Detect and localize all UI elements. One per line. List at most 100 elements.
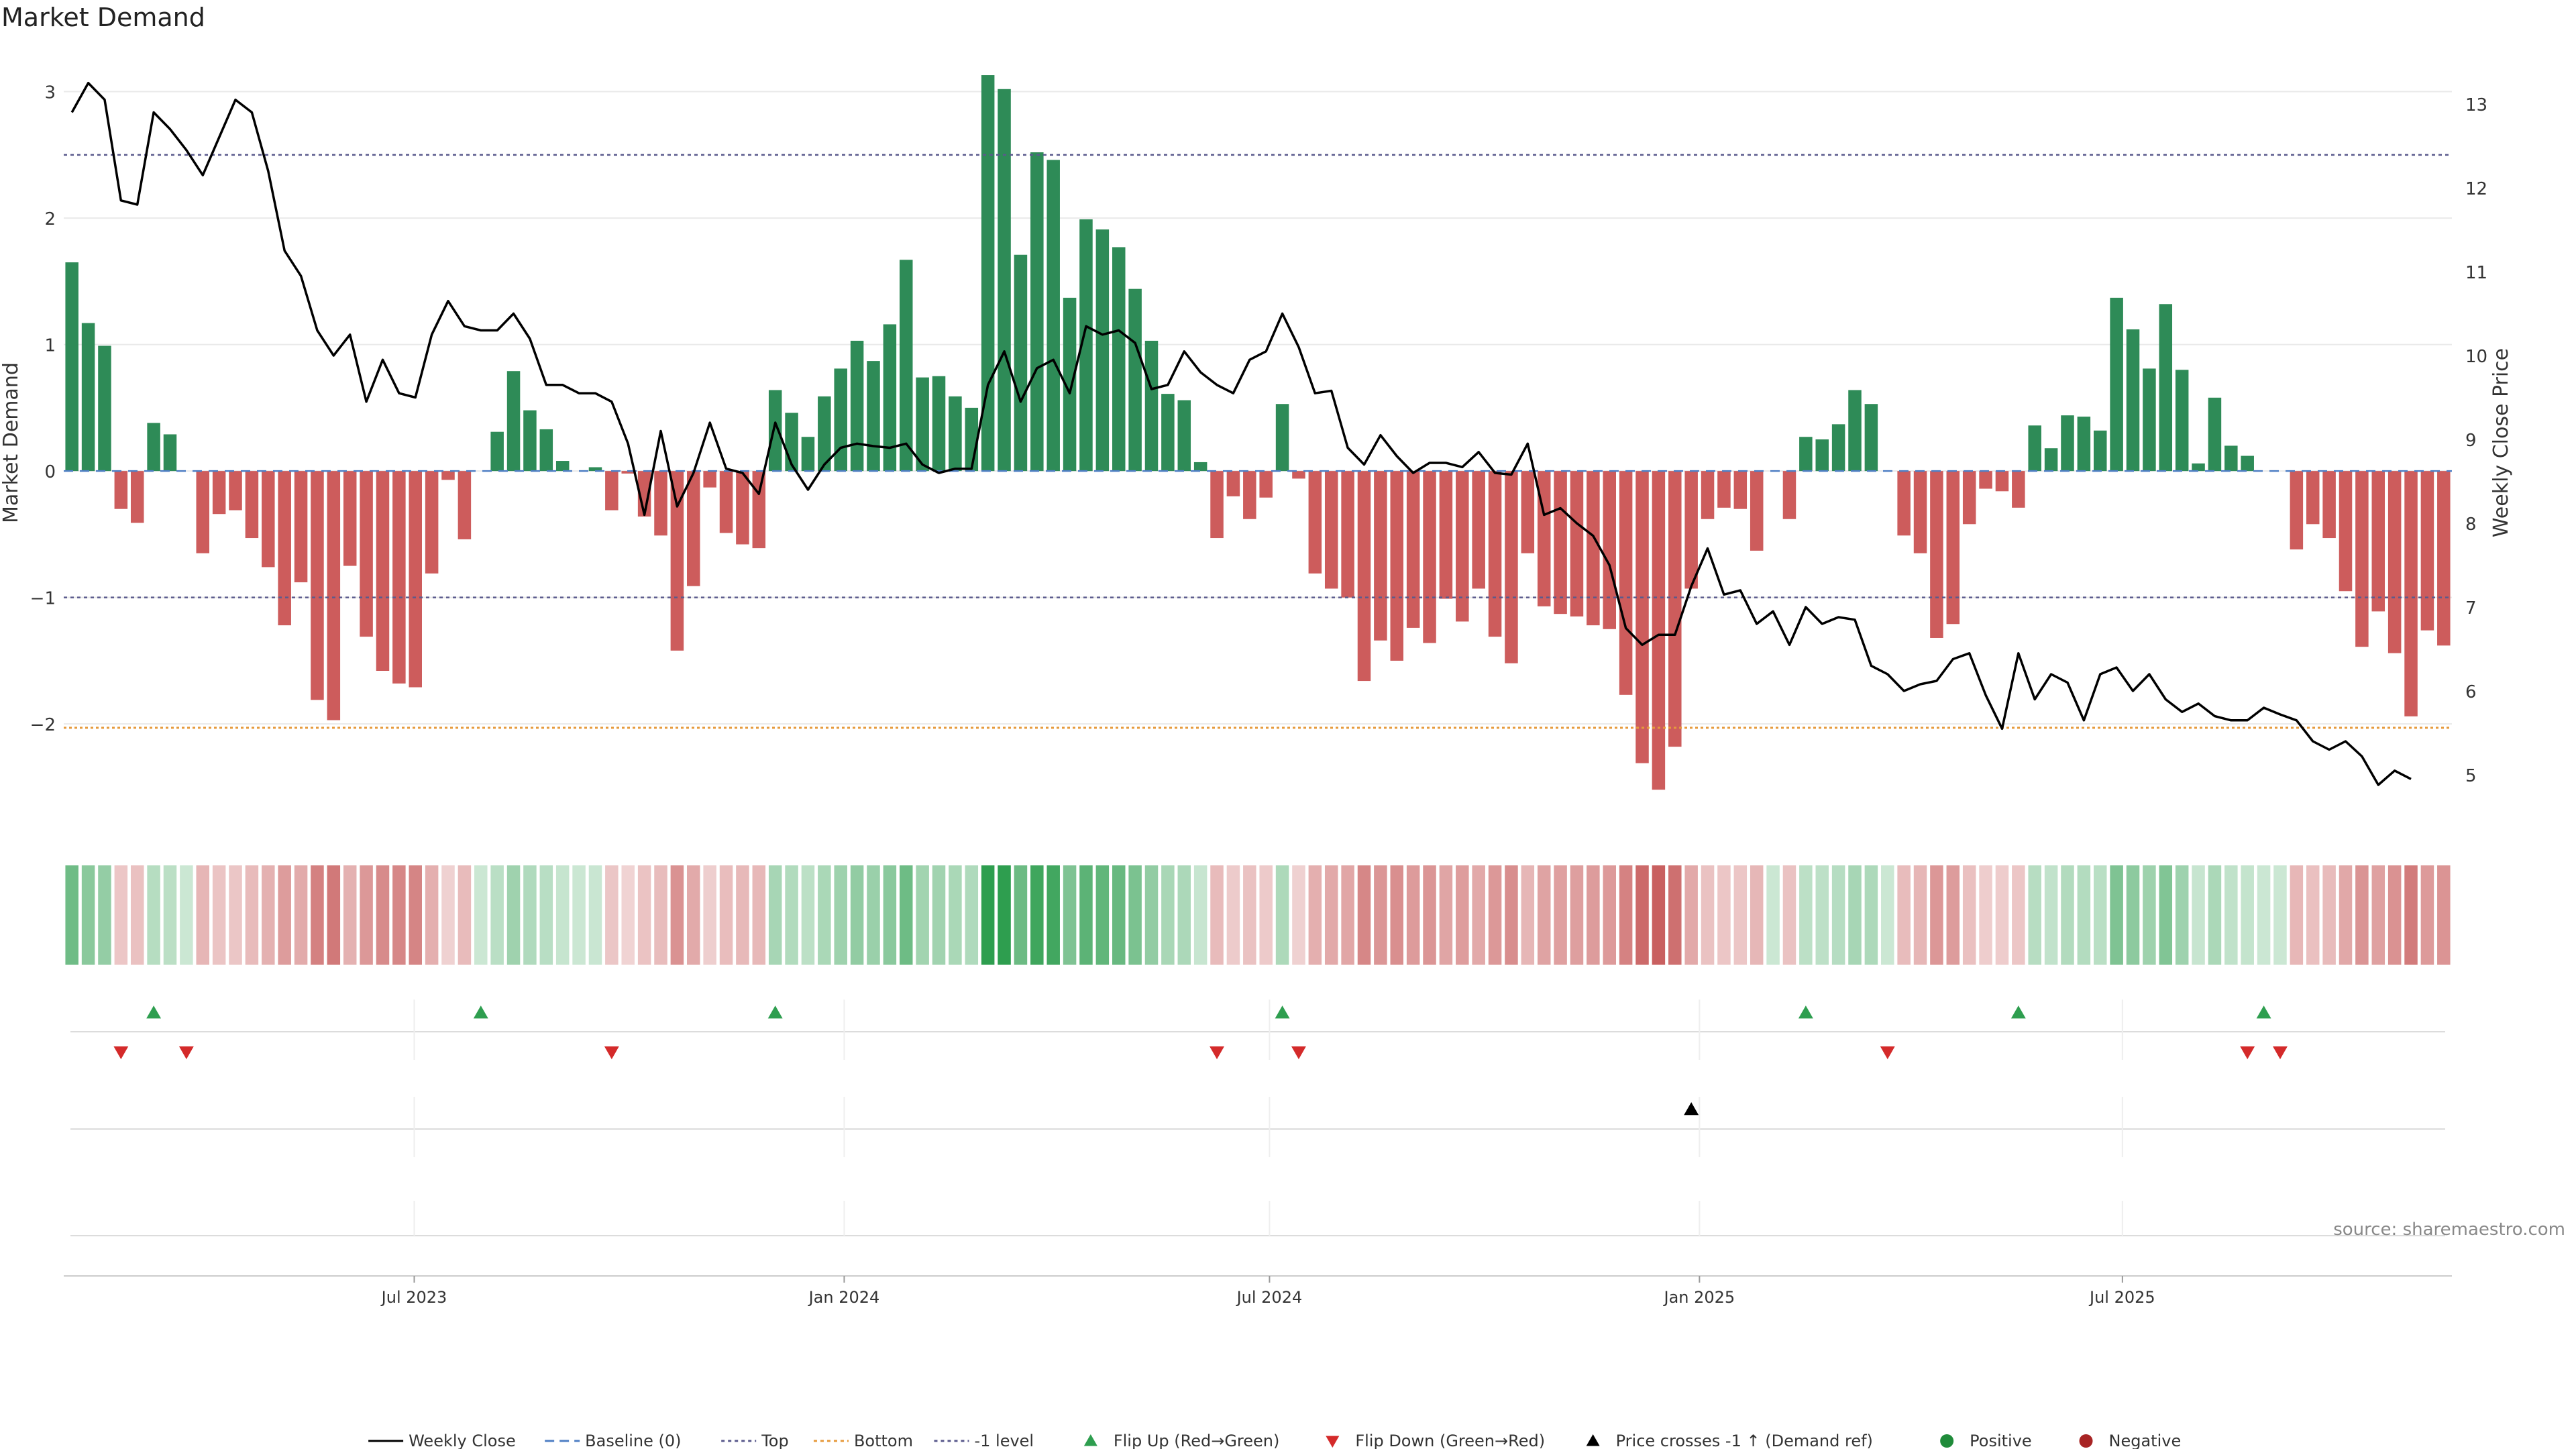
- demand-bar: [114, 471, 128, 509]
- heat-cell: [376, 865, 390, 965]
- heat-cell: [327, 865, 341, 965]
- heat-cell: [900, 865, 913, 965]
- demand-bar: [883, 324, 897, 472]
- heat-cell: [1406, 865, 1420, 965]
- demand-bar: [1995, 471, 2009, 492]
- heat-cell: [2371, 865, 2385, 965]
- heat-cell: [1193, 865, 1208, 965]
- demand-bar: [687, 471, 700, 586]
- heat-cell: [703, 865, 716, 965]
- demand-bar: [1374, 471, 1387, 641]
- legend-symbol: [1586, 1434, 1600, 1446]
- heat-cell: [114, 865, 128, 965]
- chart-title: Market Demand: [1, 3, 205, 32]
- y2-tick-label: 8: [2465, 515, 2477, 535]
- demand-bar: [1259, 471, 1273, 498]
- demand-bar: [343, 471, 357, 566]
- legend-item: Price crosses -1 ↑ (Demand ref): [1586, 1432, 1873, 1449]
- heat-cell: [180, 865, 193, 965]
- heat-cell: [1374, 865, 1387, 965]
- y-axis-label: Market Demand: [0, 362, 23, 523]
- flip-up-marker: [146, 1006, 162, 1019]
- demand-bar: [2290, 471, 2304, 550]
- heat-cell: [736, 865, 749, 965]
- demand-bar: [1831, 424, 1845, 472]
- heat-cell: [163, 865, 177, 965]
- demand-bar: [1603, 471, 1616, 629]
- demand-bar: [147, 423, 160, 472]
- demand-bar: [1439, 471, 1453, 599]
- flip-up-marker: [2010, 1006, 2026, 1019]
- demand-bar: [1864, 404, 1878, 472]
- heat-cell: [262, 865, 275, 965]
- demand-bar: [1014, 254, 1028, 472]
- demand-bar: [2126, 329, 2140, 472]
- y-tick-label: −1: [30, 589, 56, 609]
- heat-cell: [1701, 865, 1715, 965]
- heat-cell: [1684, 865, 1698, 965]
- demand-bar: [1079, 219, 1093, 472]
- demand-bar: [506, 371, 521, 472]
- price-line: [70, 81, 2412, 786]
- y2-tick-label: 5: [2465, 766, 2477, 786]
- legend-label: Weekly Close: [409, 1432, 516, 1449]
- y-tick-label: 3: [44, 83, 56, 103]
- demand-bar: [1488, 471, 1502, 637]
- demand-bar: [1193, 462, 1208, 472]
- legend-label: Bottom: [854, 1432, 913, 1449]
- heat-cell: [1505, 865, 1518, 965]
- demand-bar: [2339, 471, 2353, 592]
- demand-bar: [719, 471, 733, 533]
- legend-label: -1 level: [974, 1432, 1034, 1449]
- x-tick-label: Jan 2025: [1663, 1288, 1735, 1307]
- heat-cell: [409, 865, 422, 965]
- y-tick-label: −2: [30, 715, 56, 735]
- heat-cell: [311, 865, 324, 965]
- heat-cell: [2355, 865, 2369, 965]
- heat-cell: [1456, 865, 1469, 965]
- demand-bar: [1554, 471, 1567, 614]
- heat-cell: [229, 865, 242, 965]
- heat-cell: [1030, 865, 1044, 965]
- heat-cell: [654, 865, 667, 965]
- heat-cell: [1831, 865, 1845, 965]
- demand-bar: [1226, 471, 1240, 496]
- heat-cell: [1652, 865, 1666, 965]
- demand-bar: [867, 361, 880, 472]
- heat-cell: [768, 865, 782, 965]
- heat-cell: [2339, 865, 2353, 965]
- demand-bar: [768, 390, 782, 472]
- y-tick-label: 1: [44, 336, 56, 356]
- heat-cell: [1995, 865, 2009, 965]
- demand-bar: [1684, 471, 1698, 589]
- demand-bar: [1341, 471, 1354, 598]
- heat-cell: [1930, 865, 1943, 965]
- demand-bar: [1308, 471, 1322, 574]
- heat-cell: [523, 865, 537, 965]
- y2-tick-label: 12: [2465, 179, 2487, 199]
- flip-down-marker: [1291, 1046, 1306, 1059]
- heat-cell: [981, 865, 995, 965]
- source-note: source: sharemaestro.com: [2333, 1220, 2565, 1240]
- demand-bars: [65, 75, 2451, 790]
- demand-bar: [1177, 400, 1191, 472]
- heat-cell: [1046, 865, 1060, 965]
- reference-lines: [64, 154, 2452, 729]
- heat-cell: [539, 865, 553, 965]
- heat-cell: [2044, 865, 2058, 965]
- heat-cell: [1733, 865, 1748, 965]
- heat-cell: [2110, 865, 2123, 965]
- demand-bar: [2159, 304, 2173, 472]
- heat-cell: [1161, 865, 1175, 965]
- demand-bar: [2241, 455, 2254, 472]
- demand-bar: [163, 434, 177, 472]
- demand-bar: [2094, 430, 2107, 472]
- demand-bar: [900, 260, 913, 472]
- heat-cell: [1619, 865, 1633, 965]
- y-axis-left: −2 −1 0 1 2 3 Market Demand: [0, 83, 56, 736]
- demand-bar: [1570, 471, 1584, 616]
- legend-symbol: [1326, 1436, 1340, 1448]
- heat-cell: [1554, 865, 1567, 965]
- heat-cell: [605, 865, 619, 965]
- heat-cell: [1275, 865, 1289, 965]
